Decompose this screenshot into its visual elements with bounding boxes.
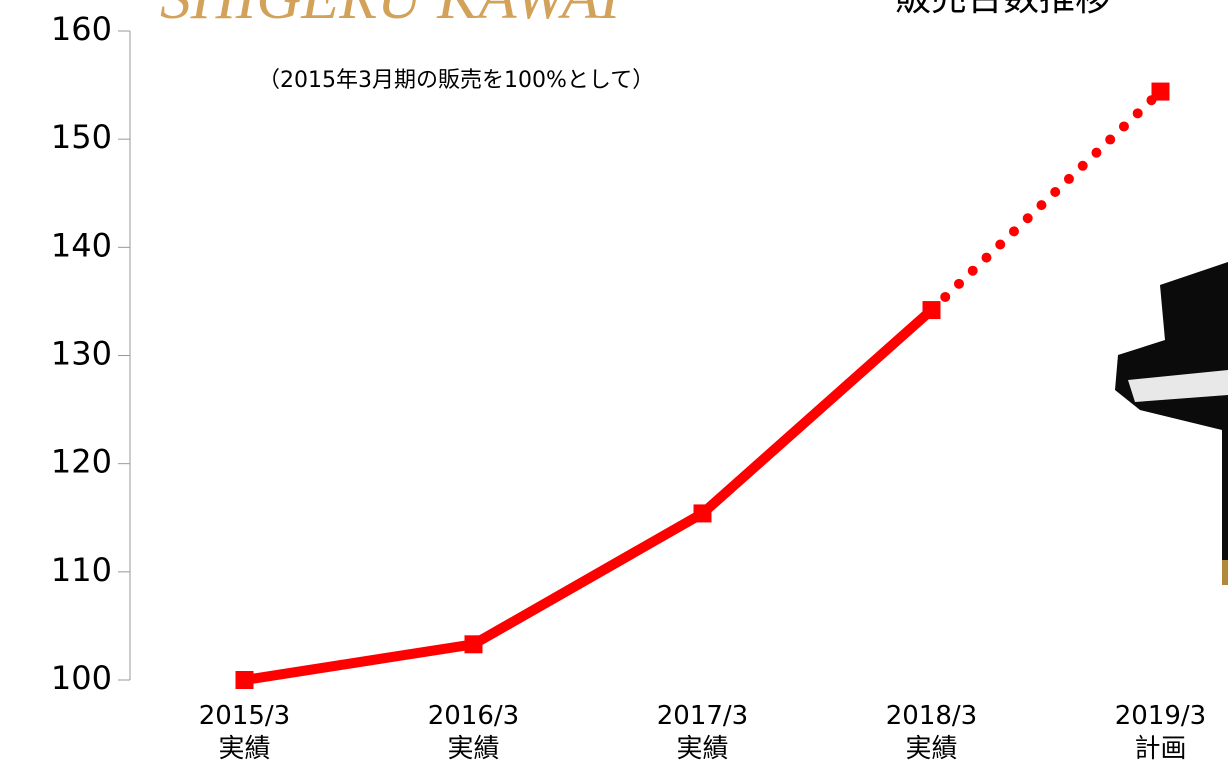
marker xyxy=(464,635,483,654)
x-tick-label: 2018/3 実績 xyxy=(885,701,978,764)
y-tick-label: 120 xyxy=(51,443,112,481)
chart-title: 販売台数推移 xyxy=(895,0,1111,19)
y-tick-label: 140 xyxy=(51,226,112,264)
y-tick-label: 130 xyxy=(51,335,112,373)
logo: SHIGERU KAWAI xyxy=(160,0,623,32)
series-line xyxy=(243,306,935,685)
x-tick-label: 2017/3 実績 xyxy=(656,701,749,764)
marker xyxy=(693,504,712,523)
marker xyxy=(922,301,941,320)
series-line xyxy=(926,86,1166,316)
x-tick-label: 2019/3 計画 xyxy=(1114,701,1207,764)
y-tick-label: 100 xyxy=(51,659,112,697)
y-tick-label: 160 xyxy=(51,10,112,48)
marker xyxy=(235,671,254,689)
subtitle: （2015年3月期の販売を100%として） xyxy=(258,68,654,93)
y-tick-label: 150 xyxy=(51,118,112,156)
marker xyxy=(1151,82,1170,101)
x-tick-label: 2015/3 実績 xyxy=(198,701,291,764)
piano xyxy=(1115,262,1228,585)
y-tick-label: 110 xyxy=(51,551,112,589)
x-tick-label: 2016/3 実績 xyxy=(427,701,520,764)
